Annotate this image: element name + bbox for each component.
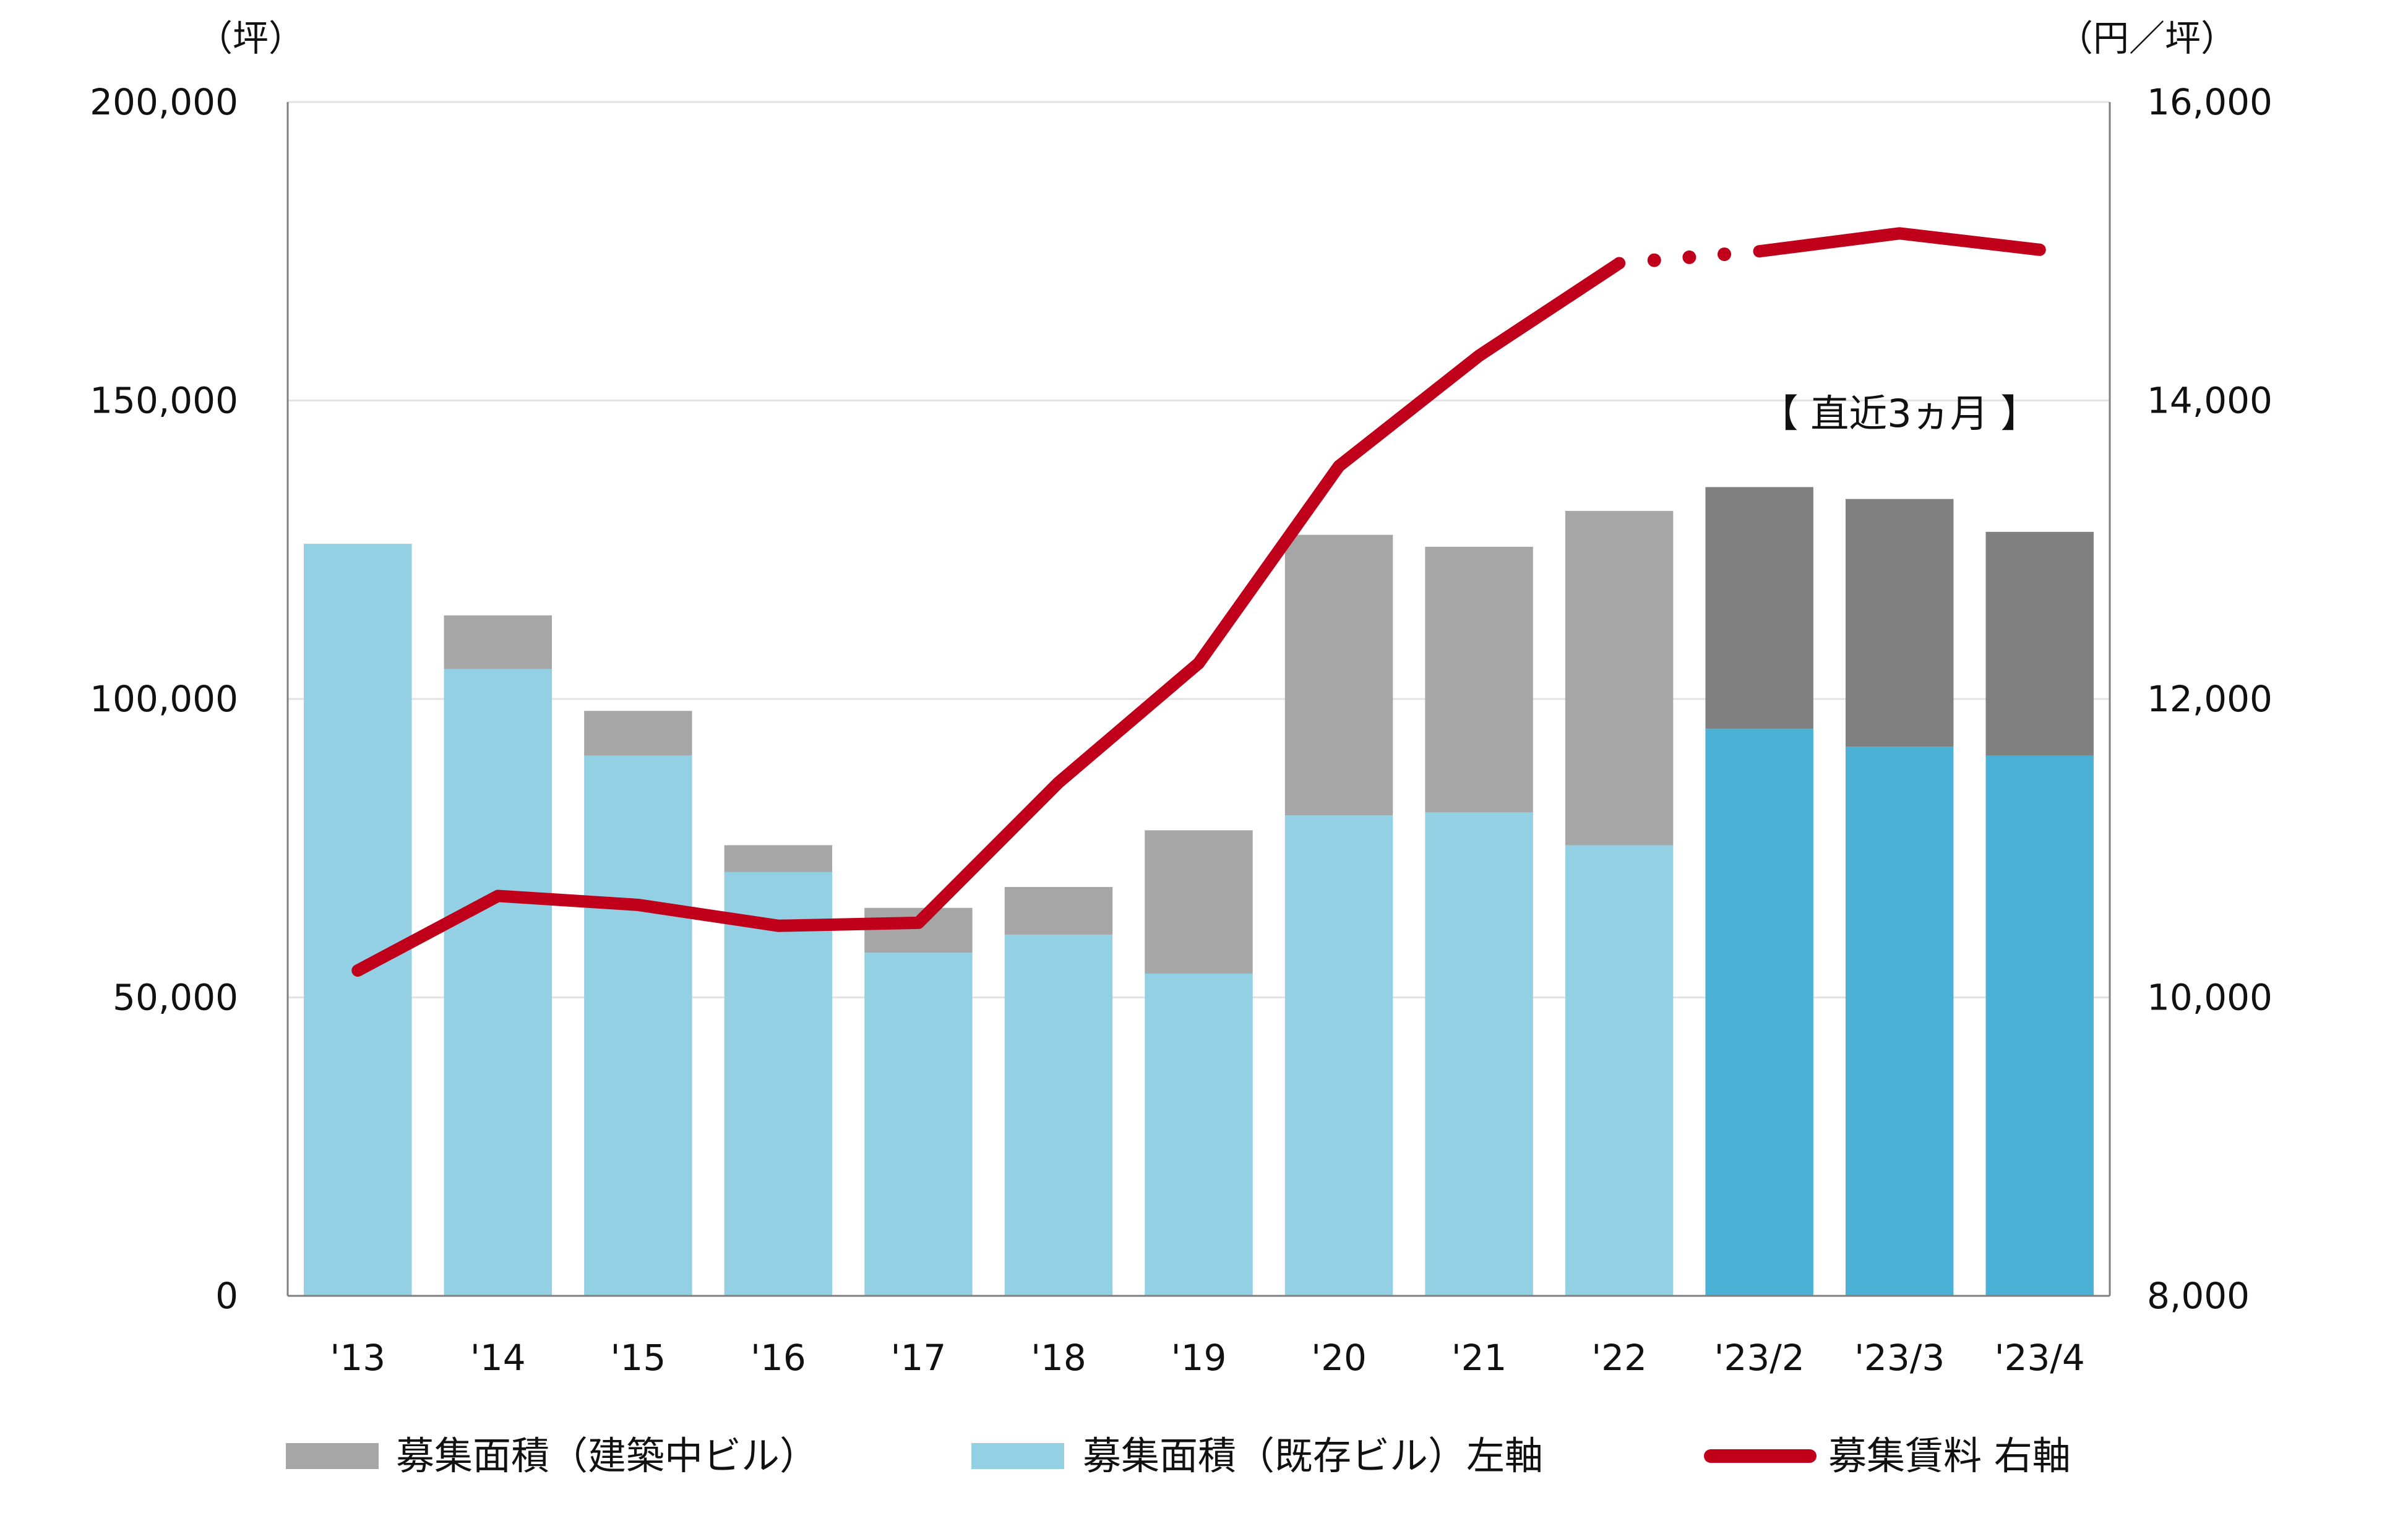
bar-construction <box>1004 886 1113 935</box>
x-tick-label: '14 <box>470 1337 526 1379</box>
legend: 募集面積（建築中ビル） 募集面積（既存ビル）左軸 募集賃料 右軸 <box>286 1433 2071 1478</box>
bar-existing <box>584 755 692 1296</box>
left-tick-label: 200,000 <box>90 81 238 123</box>
legend-label-construction: 募集面積（建築中ビル） <box>396 1433 818 1478</box>
legend-swatch-existing <box>971 1443 1064 1469</box>
bar-construction <box>1845 499 1954 747</box>
axes <box>286 102 2111 1297</box>
bar-existing <box>1565 845 1674 1296</box>
left-tick-label: 100,000 <box>90 678 238 720</box>
right-tick-label: 16,000 <box>2147 81 2273 123</box>
left-axis-ticks: 0 50,000 100,000 150,000 200,000 <box>90 81 238 1317</box>
bar-construction <box>1985 531 2094 756</box>
bar-existing <box>1145 973 1253 1296</box>
x-tick-label: '23/4 <box>1995 1337 2085 1379</box>
bar-construction <box>1425 546 1533 813</box>
bar-existing <box>1845 747 1954 1296</box>
rent-line-dot <box>1647 253 1661 267</box>
right-axis-ticks: 8,000 10,000 12,000 14,000 16,000 <box>2147 81 2273 1317</box>
x-tick-label: '23/3 <box>1854 1337 1945 1379</box>
bar-construction <box>724 845 833 872</box>
x-tick-label: '23/2 <box>1714 1337 1805 1379</box>
x-tick-label: '19 <box>1171 1337 1227 1379</box>
rent-line-dot <box>1718 247 1732 262</box>
right-tick-label: 14,000 <box>2147 380 2273 422</box>
x-tick-label: '20 <box>1311 1337 1367 1379</box>
bar-existing <box>304 544 412 1296</box>
bars <box>304 487 2094 1296</box>
bar-existing <box>724 872 833 1296</box>
legend-label-rent: 募集賃料 右軸 <box>1828 1433 2071 1478</box>
right-tick-label: 12,000 <box>2147 678 2273 720</box>
bar-existing <box>1425 812 1533 1296</box>
rent-line-dot <box>1682 250 1696 264</box>
rent-line-recent <box>1753 227 2046 258</box>
left-tick-label: 150,000 <box>90 380 238 422</box>
rent-point <box>1613 257 1626 270</box>
right-axis-unit: （円／坪） <box>2057 17 2237 59</box>
bar-existing <box>1985 755 2094 1296</box>
x-tick-label: '16 <box>750 1337 806 1379</box>
legend-label-existing: 募集面積（既存ビル）左軸 <box>1083 1433 1543 1478</box>
bar-existing <box>444 669 553 1296</box>
bar-existing <box>1004 935 1113 1296</box>
bar-construction <box>444 615 553 669</box>
x-tick-label: '15 <box>610 1337 666 1379</box>
rent-line <box>351 227 2046 977</box>
recent-annotation: 【 直近3ヵ月 】 <box>1760 391 2039 436</box>
left-tick-label: 0 <box>215 1275 238 1317</box>
x-axis-ticks: '13 '14 '15 '16 '17 '18 '19 '20 '21 '22 '23/2 '23/3… <box>330 1337 2084 1379</box>
bar-existing <box>864 953 973 1296</box>
bar-construction <box>1145 830 1253 974</box>
right-tick-label: 10,000 <box>2147 977 2273 1019</box>
bar-construction <box>1284 534 1393 816</box>
rent-point <box>1753 245 1766 258</box>
rent-line-solid <box>351 257 1626 977</box>
bar-construction <box>1705 487 1813 729</box>
left-tick-label: 50,000 <box>113 977 238 1019</box>
x-tick-label: '22 <box>1591 1337 1647 1379</box>
left-axis-unit: （坪） <box>197 17 304 59</box>
bar-construction <box>584 711 692 756</box>
bar-existing <box>1284 815 1393 1296</box>
x-tick-label: '18 <box>1031 1337 1086 1379</box>
x-tick-label: '13 <box>330 1337 385 1379</box>
bar-construction <box>1565 511 1674 846</box>
right-tick-label: 8,000 <box>2147 1275 2250 1317</box>
legend-swatch-construction <box>286 1443 379 1469</box>
bar-existing <box>1705 729 1813 1296</box>
x-tick-label: '17 <box>891 1337 947 1379</box>
x-tick-label: '21 <box>1451 1337 1507 1379</box>
